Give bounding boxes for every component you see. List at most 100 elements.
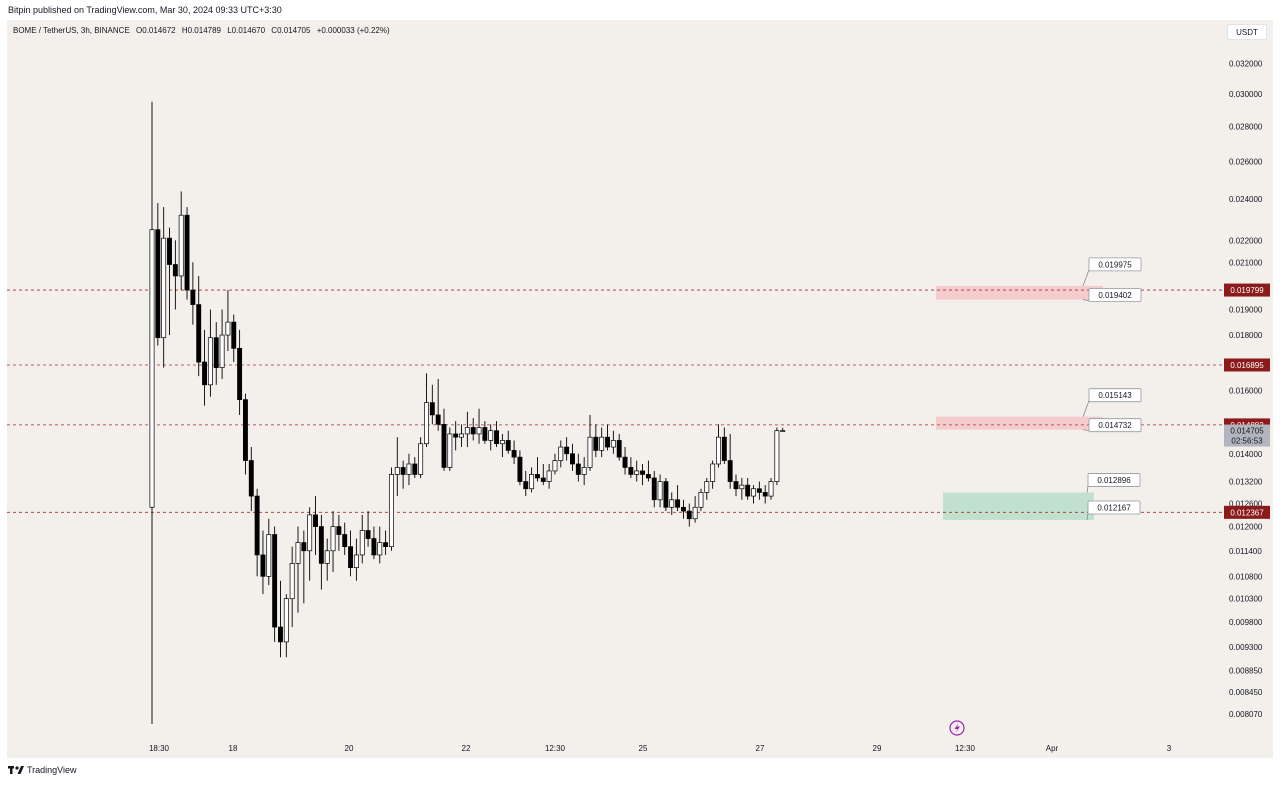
candle-body: [242, 399, 248, 461]
candle-up: [447, 427, 453, 471]
candle-down: [762, 485, 768, 504]
candle-body: [768, 481, 774, 497]
price-tick-label: 0.008450: [1229, 688, 1263, 697]
candle-up: [476, 408, 482, 444]
candle-down: [429, 384, 435, 425]
lightning-icon[interactable]: [949, 720, 965, 736]
candle-down: [348, 530, 354, 577]
candle-down: [318, 514, 324, 590]
candle-down: [313, 496, 318, 555]
candle-up: [599, 427, 605, 458]
candle-up: [546, 463, 552, 489]
candle-down: [721, 427, 727, 464]
candle-up: [657, 474, 663, 508]
candle-body: [476, 427, 482, 435]
candle-body: [756, 488, 762, 493]
candle-down: [242, 393, 248, 475]
candle-body: [424, 402, 429, 445]
candle-body: [394, 467, 400, 475]
time-tick-label: 3: [1167, 744, 1172, 753]
candle-down: [616, 433, 622, 461]
price-tick-label: 0.011400: [1229, 547, 1262, 556]
candle-body: [581, 467, 587, 475]
price-tick-label: 0.024000: [1229, 195, 1263, 204]
candle-body: [558, 446, 564, 461]
candle-body: [388, 474, 394, 548]
candle-up: [710, 460, 716, 489]
time-tick-label: 25: [639, 744, 648, 753]
candle-body: [464, 427, 470, 435]
price-tick-label: 0.009800: [1229, 618, 1263, 627]
time-tick-label: 18: [229, 744, 238, 753]
candle-down: [663, 477, 669, 512]
candle-body: [441, 423, 447, 468]
candle-body: [669, 499, 675, 508]
candle-up: [307, 507, 313, 581]
candle-up: [739, 477, 745, 500]
candle-up: [558, 440, 564, 468]
price-tick-label: 0.032000: [1229, 59, 1263, 68]
time-axis: 18:30 18 20 22 12:30 25 27 29 12:30 Apr 3: [149, 744, 1172, 753]
candle-up: [266, 518, 272, 586]
callout-label: 0.012896: [1097, 476, 1131, 485]
price-tick-label: 0.010300: [1229, 595, 1263, 604]
chart-pane[interactable]: [7, 20, 1273, 758]
candle-body: [336, 526, 342, 535]
candle-down: [517, 450, 523, 486]
candle-down: [272, 526, 278, 642]
candle-up: [669, 492, 675, 515]
candle-body: [692, 506, 698, 520]
candle-body: [482, 427, 488, 441]
candle-down: [237, 329, 243, 415]
price-axis: 0.032000 0.030000 0.028000 0.026000 0.024000…: [1229, 59, 1263, 719]
footer: TradingView: [8, 765, 77, 775]
candle-body: [447, 433, 453, 468]
candle-body: [610, 440, 616, 448]
candle-body: [318, 526, 324, 564]
candle-up: [464, 411, 470, 448]
price-tick-label: 0.021000: [1229, 258, 1263, 267]
candle-body: [289, 563, 295, 600]
callout-box: [1088, 288, 1142, 303]
price-tick-label: 0.019000: [1229, 306, 1263, 315]
candle-up: [424, 373, 429, 448]
candle-body: [780, 430, 786, 432]
candle-up: [768, 477, 774, 500]
candle-body: [698, 492, 704, 508]
candle-up: [692, 496, 698, 523]
candle-down: [254, 488, 260, 577]
candle-down: [570, 443, 575, 471]
candle-body: [564, 446, 570, 455]
candle-body: [260, 554, 266, 577]
callout-box: [1087, 500, 1141, 515]
candle-up: [704, 477, 710, 500]
candle-body: [167, 237, 172, 265]
candle-up: [716, 424, 721, 468]
candle-up: [488, 424, 494, 451]
price-tick-label: 0.016000: [1229, 387, 1263, 396]
callout-leader: [1082, 400, 1090, 417]
candle-up: [459, 424, 464, 448]
candle-down: [196, 275, 202, 377]
levels-layer: [7, 289, 1222, 513]
currency-button[interactable]: USDT: [1227, 24, 1267, 40]
candle-body: [155, 229, 161, 339]
candle-down: [342, 522, 348, 555]
candle-down: [482, 421, 488, 444]
candle-body: [324, 550, 330, 564]
level-badge: [1224, 505, 1270, 519]
resistance-zone: [936, 416, 1103, 430]
candle-down: [371, 526, 377, 560]
candle-down: [622, 447, 628, 475]
candle-down: [172, 240, 178, 310]
candle-body: [184, 214, 190, 291]
candle-up: [780, 427, 786, 432]
candle-body: [762, 492, 768, 497]
ohlc-change: +0.000033 (+0.22%): [316, 26, 390, 35]
candle-body: [733, 481, 739, 490]
candle-body: [371, 538, 377, 556]
price-tick-label: 0.012600: [1229, 500, 1263, 509]
price-tick-label: 0.010800: [1229, 572, 1263, 581]
candle-down: [441, 408, 447, 471]
